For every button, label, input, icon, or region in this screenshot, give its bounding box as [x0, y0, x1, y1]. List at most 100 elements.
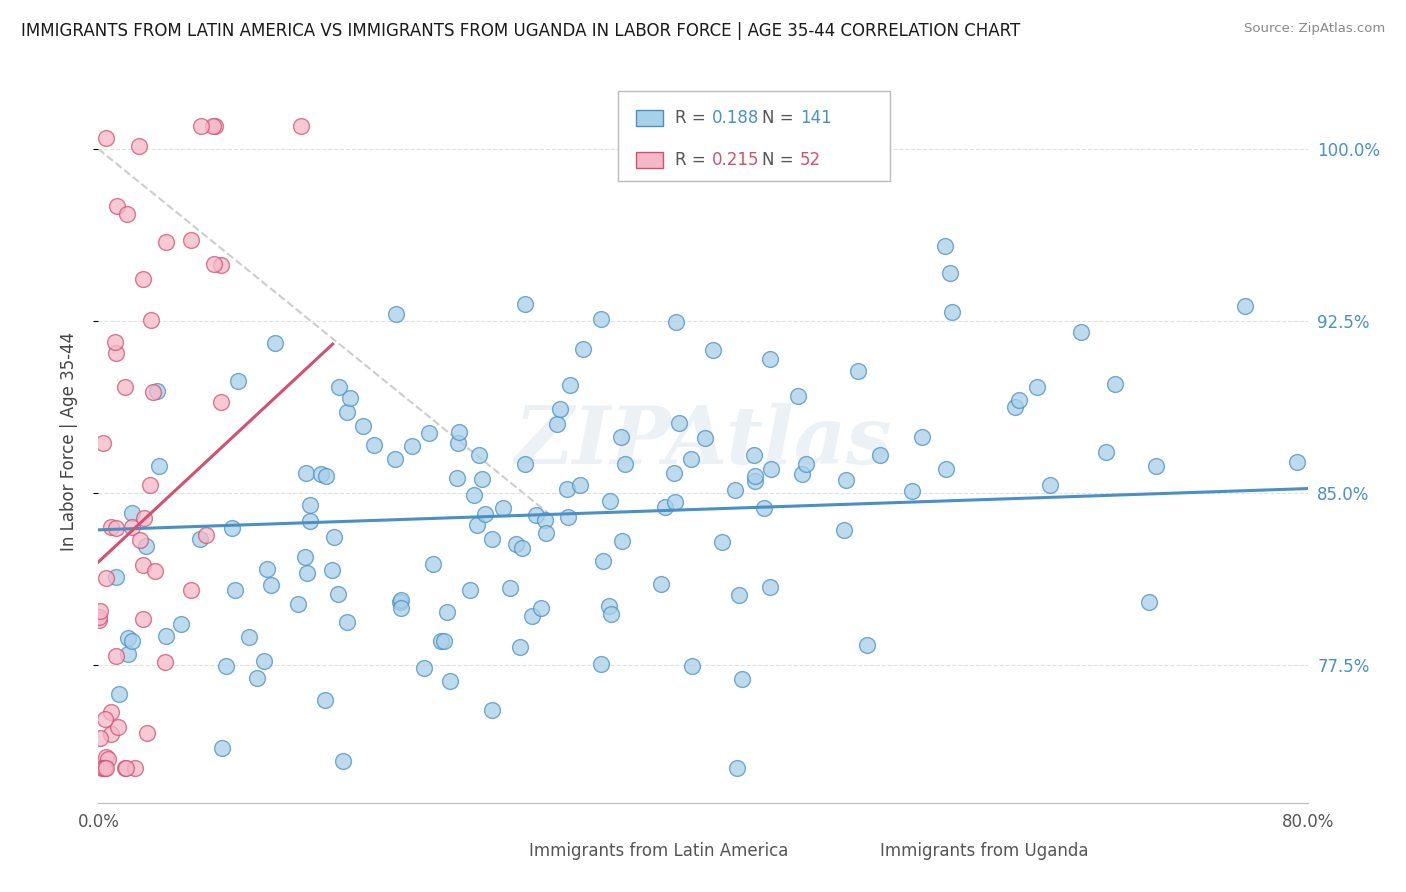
Point — [117, 632, 139, 646]
FancyBboxPatch shape — [619, 91, 890, 181]
Point — [1286, 455, 1309, 469]
Point — [143, 564, 166, 578]
Point — [447, 425, 470, 440]
Point — [558, 378, 581, 392]
Point — [388, 595, 411, 609]
Point — [439, 673, 461, 688]
Point — [180, 582, 202, 597]
Point — [363, 438, 385, 452]
Point — [134, 510, 156, 524]
Point — [759, 580, 782, 594]
Point — [121, 520, 143, 534]
Point — [94, 571, 117, 585]
Point — [447, 436, 470, 450]
Point — [139, 313, 162, 327]
Point — [599, 494, 621, 508]
Point — [513, 457, 536, 471]
Point — [385, 307, 408, 321]
Point — [211, 741, 233, 756]
Point — [121, 506, 143, 520]
Point — [256, 562, 278, 576]
Point — [389, 600, 412, 615]
FancyBboxPatch shape — [637, 152, 664, 168]
Point — [87, 613, 110, 627]
Text: IMMIGRANTS FROM LATIN AMERICA VS IMMIGRANTS FROM UGANDA IN LABOR FORCE | AGE 35-: IMMIGRANTS FROM LATIN AMERICA VS IMMIGRA… — [21, 22, 1021, 40]
Point — [1004, 400, 1026, 414]
Point — [352, 419, 374, 434]
Point — [467, 448, 489, 462]
Point — [153, 656, 176, 670]
Point — [474, 508, 496, 522]
Point — [910, 430, 932, 444]
Point — [135, 539, 157, 553]
Point — [744, 469, 766, 483]
Text: R =: R = — [675, 109, 711, 127]
Point — [246, 671, 269, 685]
Point — [94, 713, 117, 727]
Point — [612, 533, 634, 548]
Point — [94, 761, 117, 775]
Point — [499, 581, 522, 595]
Point — [224, 582, 246, 597]
Point — [418, 426, 440, 441]
Point — [311, 467, 333, 481]
Point — [848, 364, 870, 378]
Point — [328, 380, 350, 394]
Point — [1008, 392, 1031, 407]
Point — [492, 501, 515, 516]
Point — [170, 616, 193, 631]
Point — [155, 235, 177, 250]
Point — [711, 535, 734, 549]
Point — [290, 119, 312, 133]
Point — [613, 458, 636, 472]
Point — [1095, 445, 1118, 459]
Point — [665, 315, 688, 329]
Point — [105, 346, 128, 360]
Point — [299, 514, 322, 528]
Text: Immigrants from Latin America: Immigrants from Latin America — [529, 842, 789, 860]
Point — [115, 761, 138, 775]
Point — [681, 451, 703, 466]
Point — [555, 483, 578, 497]
Point — [315, 469, 337, 483]
Point — [211, 258, 233, 272]
Point — [226, 374, 249, 388]
Point — [129, 533, 152, 548]
Point — [90, 761, 112, 775]
Point — [214, 659, 236, 673]
Point — [117, 647, 139, 661]
Point — [941, 305, 963, 319]
Point — [204, 119, 226, 133]
Point — [526, 508, 548, 522]
Point — [681, 659, 703, 673]
Point — [654, 500, 676, 515]
Point — [94, 130, 117, 145]
Point — [94, 761, 117, 775]
Text: R =: R = — [675, 151, 711, 169]
Point — [534, 525, 557, 540]
Point — [422, 557, 444, 571]
Point — [287, 597, 309, 611]
Point — [139, 477, 162, 491]
Point — [481, 532, 503, 546]
Point — [787, 389, 810, 403]
Point — [1070, 326, 1092, 340]
Point — [180, 233, 202, 247]
Point — [901, 483, 924, 498]
Point — [336, 615, 359, 629]
Text: Immigrants from Uganda: Immigrants from Uganda — [880, 842, 1088, 860]
Point — [89, 731, 111, 746]
Point — [794, 457, 817, 471]
Point — [294, 466, 316, 480]
Point — [446, 470, 468, 484]
Point — [412, 661, 434, 675]
Point — [322, 530, 344, 544]
FancyBboxPatch shape — [492, 843, 524, 862]
Point — [114, 380, 136, 394]
Point — [481, 702, 503, 716]
Point — [188, 532, 211, 546]
Point — [790, 467, 813, 481]
Point — [295, 566, 318, 580]
Point — [1233, 299, 1256, 313]
Point — [104, 334, 127, 349]
